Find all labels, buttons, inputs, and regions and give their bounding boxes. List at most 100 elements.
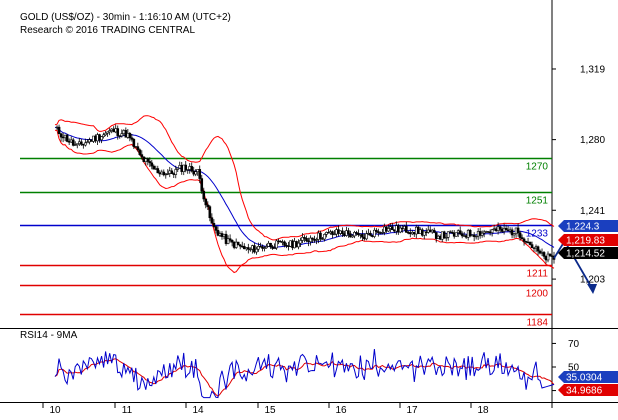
forecast-arrow-head: [587, 283, 598, 294]
candle-body: [319, 232, 322, 239]
price-tag-bg: [558, 247, 618, 259]
price-tag-label: 1,219.83: [566, 236, 605, 247]
candle-body: [522, 238, 526, 242]
rsi-value-tag-0: 35.0304: [558, 371, 618, 384]
candle-body: [96, 134, 99, 142]
candle-body: [218, 233, 222, 236]
candle-body: [303, 237, 306, 239]
time-tick-label: 14: [192, 405, 204, 416]
candle-body: [355, 232, 358, 234]
candle-body: [124, 130, 128, 138]
rsi-tag-bg: [558, 384, 618, 396]
candle-body: [261, 246, 264, 249]
price-tag-0: 1,224.3: [558, 220, 618, 233]
time-tick-label: 11: [122, 405, 133, 416]
candle-body: [116, 128, 120, 136]
candle-body: [69, 139, 73, 143]
candle-body: [369, 232, 372, 236]
candle-body: [102, 134, 105, 138]
level-label-1211: 1211: [526, 269, 548, 280]
candle-body: [331, 231, 334, 235]
candle-body: [92, 135, 95, 142]
rsi-line: [54, 349, 555, 399]
candle-body: [474, 235, 478, 238]
candle-body: [230, 239, 234, 243]
candle-body: [80, 141, 83, 145]
price-tag-bg: [558, 220, 618, 232]
candle-body: [170, 170, 174, 174]
candle-body: [381, 232, 384, 234]
candle-body: [257, 246, 260, 250]
candle-body: [238, 244, 242, 247]
time-tick-label: 15: [264, 405, 276, 416]
candle-body: [186, 169, 190, 171]
candle-body: [194, 171, 198, 175]
candle-body: [468, 230, 472, 237]
candle-body: [275, 240, 278, 249]
candle-body: [247, 247, 250, 250]
rsi-tick-label: 70: [568, 339, 580, 350]
candle-body: [162, 171, 166, 176]
candle-body: [349, 233, 352, 238]
candle-body: [265, 246, 268, 249]
candle-body: [114, 128, 118, 133]
candle-body: [184, 164, 188, 171]
price-tick-label: 1,280: [580, 135, 605, 146]
candle-body: [472, 234, 476, 237]
time-tick-label: 10: [49, 405, 61, 416]
candle-body: [528, 241, 532, 245]
candle-body: [138, 149, 142, 155]
rsi-ma-line: [54, 358, 555, 397]
candle-body: [259, 246, 262, 248]
candle-body: [82, 144, 85, 146]
candle-body: [490, 229, 494, 234]
candle-body: [112, 128, 115, 133]
candle-body: [404, 226, 408, 233]
candle-body: [73, 144, 77, 146]
candle-body: [391, 226, 394, 230]
price-tag-1: 1,219.83: [558, 234, 618, 247]
candle-body: [353, 232, 356, 237]
candle-body: [118, 135, 122, 137]
candle-body: [341, 230, 344, 234]
candle-body: [530, 244, 534, 249]
candle-body: [94, 135, 97, 142]
candle-body: [232, 241, 236, 248]
level-label-1251: 1251: [526, 196, 549, 207]
candle-body: [251, 245, 254, 250]
candle-body: [216, 230, 220, 236]
candle-body: [190, 166, 194, 172]
candle-body: [267, 242, 270, 247]
time-tick-label: 16: [335, 405, 347, 416]
candle-body: [108, 130, 111, 133]
candles-group: [55, 124, 556, 264]
candle-body: [520, 237, 524, 240]
candle-body: [65, 134, 69, 142]
candle-body: [198, 169, 202, 179]
candle-body: [100, 136, 103, 141]
candle-body: [88, 139, 91, 143]
candle-body: [444, 237, 448, 239]
candle-body: [446, 231, 450, 238]
candle-body: [458, 230, 462, 235]
candle-body: [377, 231, 380, 233]
candle-body: [220, 233, 224, 237]
candle-body: [263, 247, 266, 249]
level-label-1233: 1233: [526, 229, 549, 240]
candle-body: [273, 247, 276, 250]
candle-body: [498, 226, 502, 230]
rsi-panel-title: RSI14 - 9MA: [20, 330, 78, 341]
level-label-1270: 1270: [526, 162, 549, 173]
candle-body: [351, 235, 354, 238]
candle-body: [77, 141, 81, 145]
candle-body: [148, 161, 152, 164]
candle-body: [301, 237, 304, 241]
candle-body: [333, 233, 336, 236]
candle-body: [57, 126, 61, 135]
candle-body: [347, 230, 350, 234]
candle-body: [253, 245, 256, 253]
level-label-1184: 1184: [526, 318, 548, 329]
candle-body: [106, 131, 109, 134]
rsi-value-tag-1: 34.9686: [558, 384, 618, 397]
